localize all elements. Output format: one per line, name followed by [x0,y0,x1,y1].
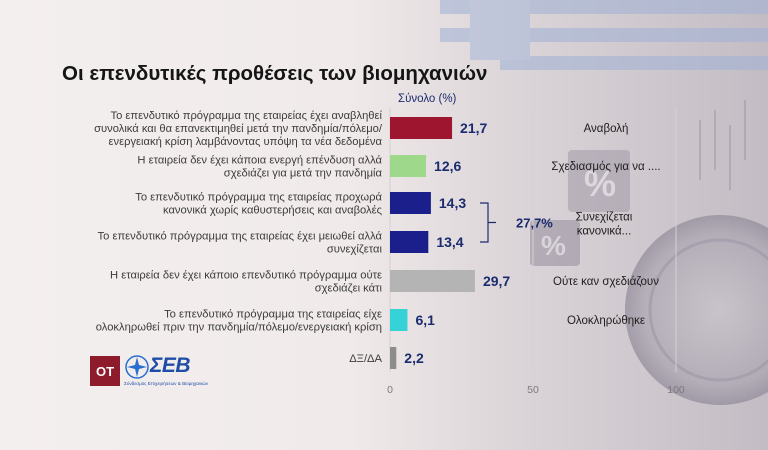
seb-logo-mark-icon [125,355,149,379]
bar-5 [390,309,408,331]
seb-logo: ΣΕΒ Σύνδεσμος Επιχειρήσεων & Βιομηχανιών [124,354,209,388]
value-label-0: 21,7 [460,120,487,136]
bars [390,117,475,369]
seb-logo-text: ΣΕΒ [150,354,191,377]
category-label-5: Το επενδυτικό πρόγραμμα της εταιρείας εί… [96,309,382,334]
short-label-0: Αναβολή [584,123,629,135]
value-label-1: 12,6 [434,158,461,174]
group-total-label: 27,7% [516,216,553,231]
category-label-6: ΔΞ/ΔΑ [349,353,382,365]
value-label-3: 13,4 [436,234,463,250]
category-labels: Το επενδυτικό πρόγραμμα της εταιρείας έχ… [94,110,383,365]
bar-2 [390,192,431,214]
category-label-3: Το επενδυτικό πρόγραμμα της εταιρείας έχ… [98,231,383,256]
x-tick-label-100: 100 [667,384,685,396]
category-label-1: Η εταιρεία δεν έχει κάποια ενεργή επένδυ… [137,155,382,180]
bar-3 [390,231,429,253]
chart-subtitle: Σύνολο (%) [398,93,457,105]
category-label-4: Η εταιρεία δεν έχει κάποιο επενδυτικό πρ… [110,270,382,295]
value-labels: 21,7 12,6 14,3 13,4 29,7 6,1 2,2 [404,120,510,366]
short-label-2: Συνεχίζεται κανονικά... [576,212,633,238]
svg-text:%: % [584,163,616,204]
x-axis-ticks: 0 50 100 [387,384,685,396]
value-label-2: 14,3 [439,195,466,211]
ot-logo-text: ΟΤ [95,363,115,379]
short-label-5: Ολοκληρώθηκε [567,315,645,327]
bar-6 [390,347,397,369]
short-label-4: Ούτε καν σχεδιάζουν [553,276,659,288]
seb-logo-subtitle: Σύνδεσμος Επιχειρήσεων & Βιομηχανιών [124,381,209,386]
short-label-1: Σχεδιασμός για να .... [551,161,660,173]
grid-lines [389,108,677,372]
ot-logo: ΟΤ [90,356,120,386]
value-label-5: 6,1 [415,312,435,328]
bar-4 [390,270,475,292]
group-bracket: 27,7% [480,202,553,243]
short-labels: Αναβολή Σχεδιασμός για να .... Συνεχίζεται… [551,123,660,327]
x-tick-label-50: 50 [527,384,539,396]
bar-1 [390,155,427,177]
category-label-2: Το επενδυτικό πρόγραμμα της εταιρείας πρ… [135,192,382,217]
chart-title: Οι επενδυτικές προθέσεις των βιομηχανιών [62,62,488,85]
svg-text:%: % [541,230,566,261]
bar-0 [390,117,453,139]
category-label-0: Το επενδυτικό πρόγραμμα της εταιρείας έχ… [94,110,383,148]
value-label-4: 29,7 [483,273,510,289]
group-bracket-line [480,202,496,243]
value-label-6: 2,2 [404,350,424,366]
x-tick-label-0: 0 [387,384,393,396]
